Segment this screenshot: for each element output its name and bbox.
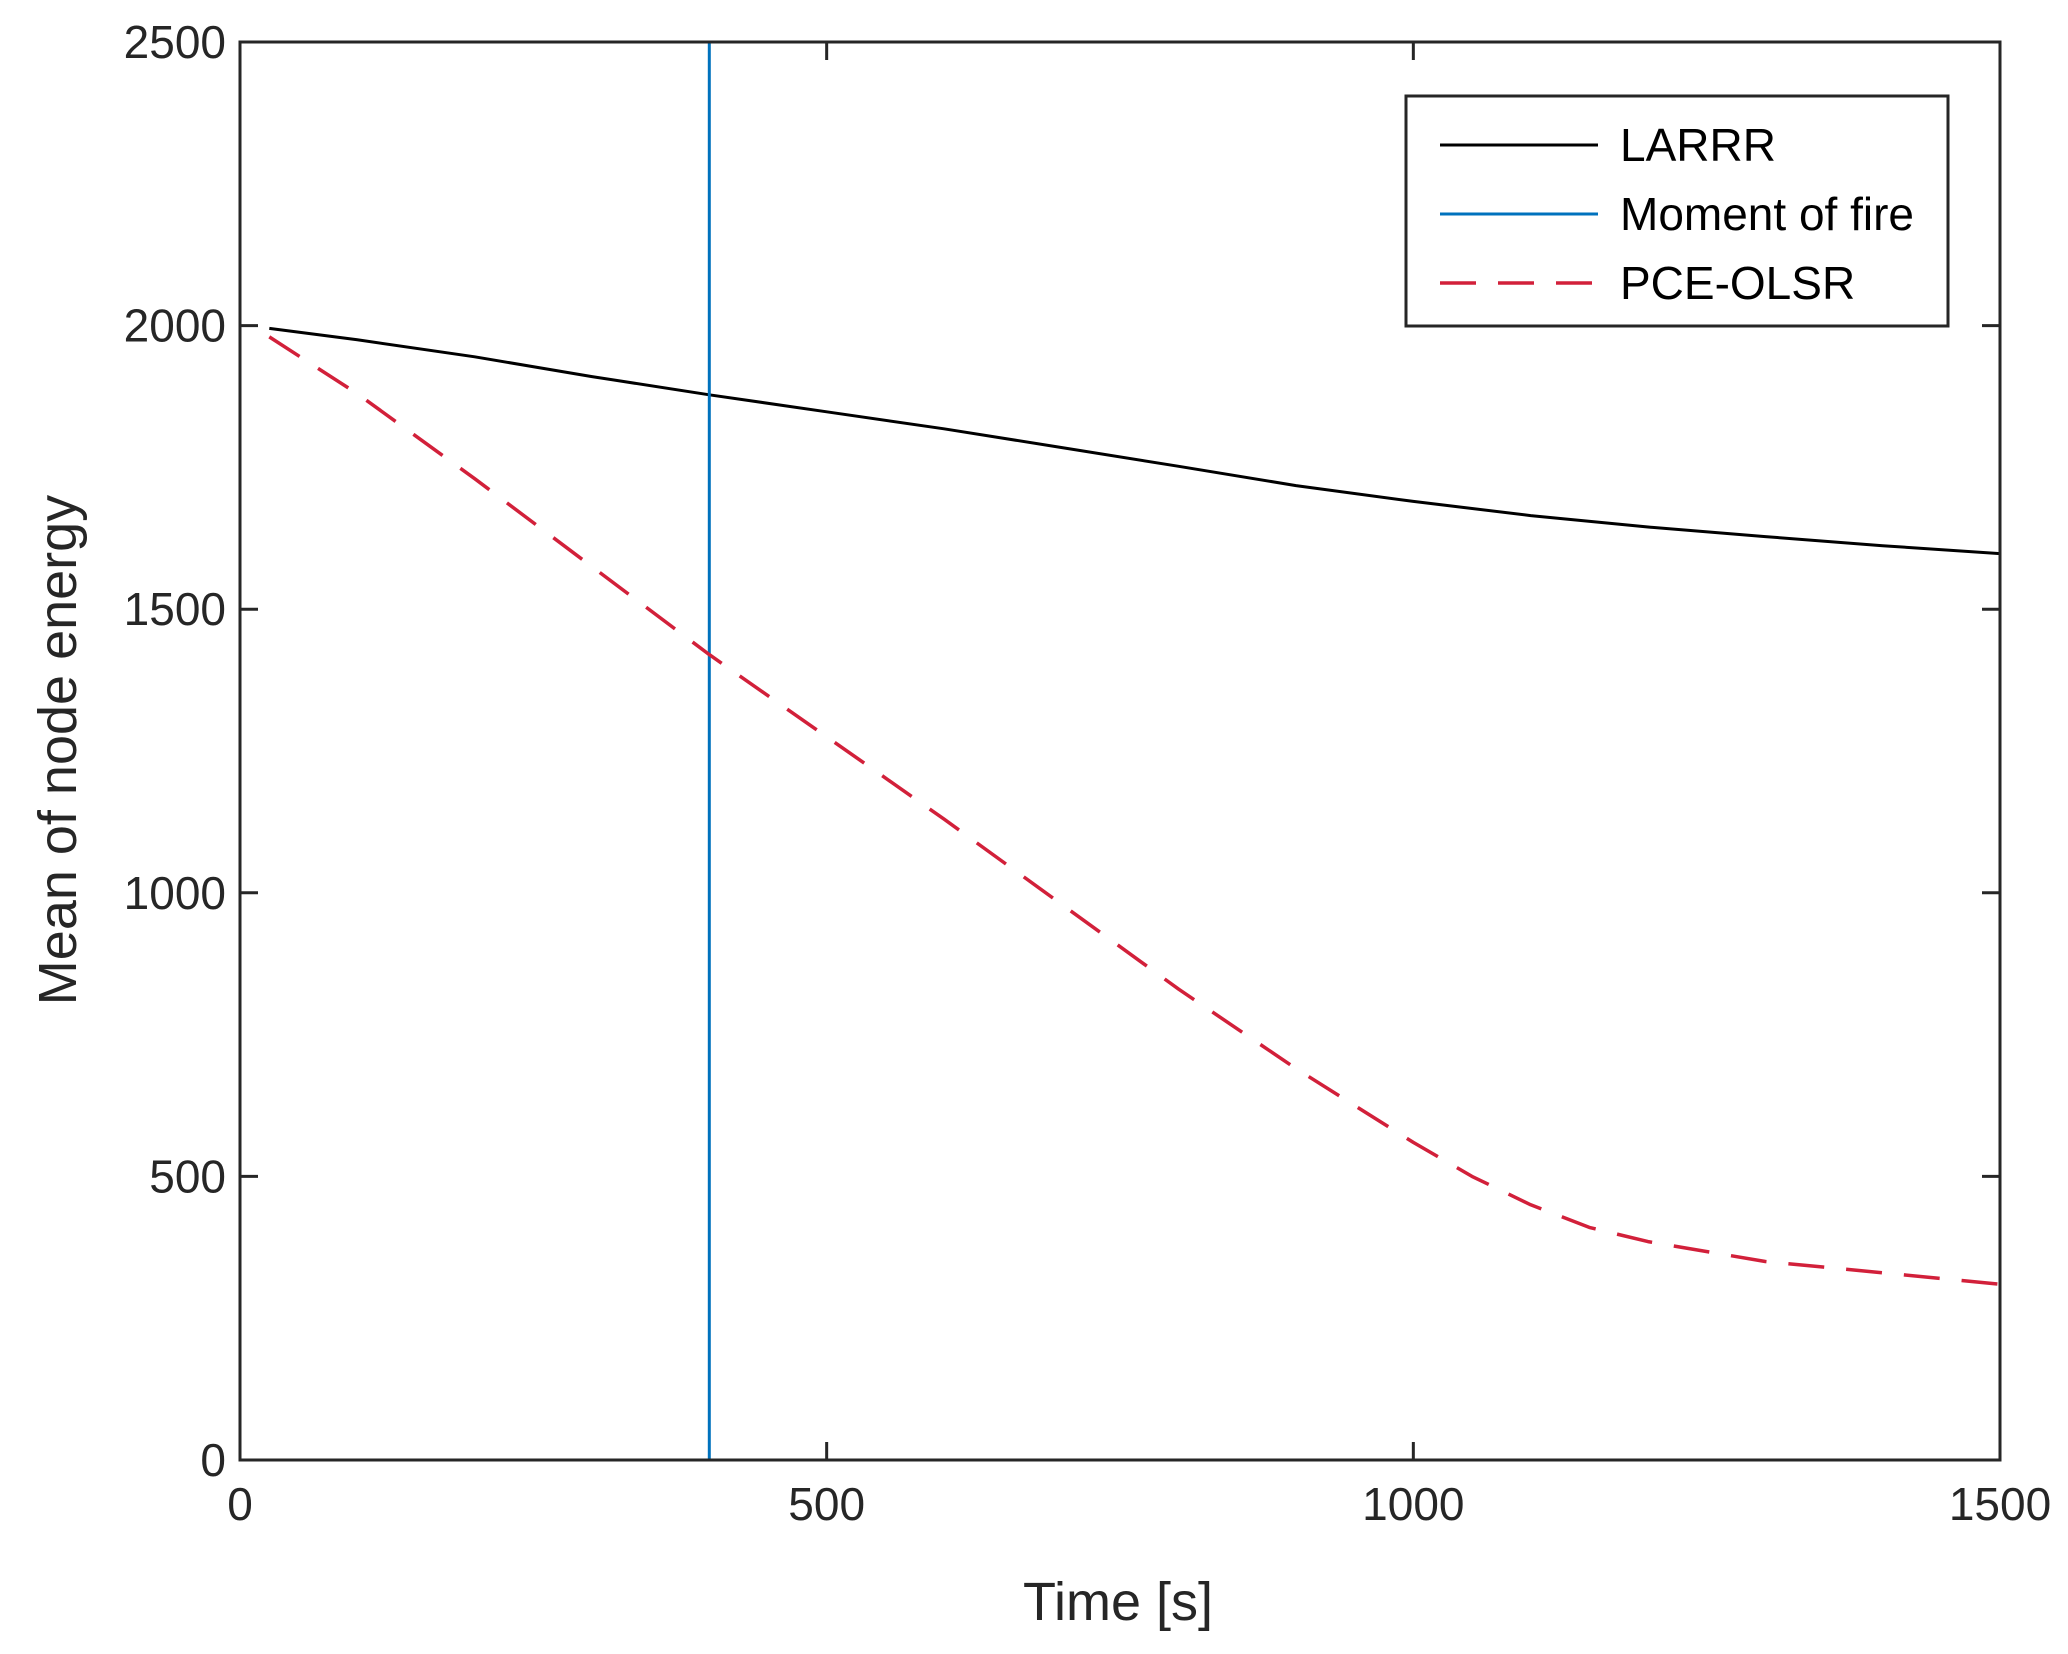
tick-marks bbox=[238, 40, 2002, 1462]
legend-items: LARRR Moment of fire PCE-OLSR bbox=[1440, 119, 1914, 309]
y-tick-label: 0 bbox=[200, 1434, 226, 1486]
x-tick-label: 1500 bbox=[1949, 1478, 2051, 1530]
x-axis-label: Time [s] bbox=[1023, 1572, 1213, 1632]
x-tick-labels: 0 500 1000 1500 bbox=[227, 1478, 2051, 1530]
legend-label: LARRR bbox=[1620, 119, 1776, 171]
y-tick-label: 2000 bbox=[124, 300, 226, 352]
y-tick-label: 1000 bbox=[124, 867, 226, 919]
y-tick-label: 2500 bbox=[124, 16, 226, 68]
legend-label: PCE-OLSR bbox=[1620, 257, 1855, 309]
y-tick-label: 1500 bbox=[124, 583, 226, 635]
legend: LARRR Moment of fire PCE-OLSR bbox=[1404, 94, 1950, 328]
x-tick-label: 0 bbox=[227, 1478, 253, 1530]
legend-box bbox=[1404, 94, 1950, 328]
y-axis-label: Mean of node energy bbox=[28, 495, 88, 1005]
x-tick-label: 1000 bbox=[1362, 1478, 1464, 1530]
series-layer bbox=[268, 42, 2000, 1460]
x-tick-label: 500 bbox=[788, 1478, 865, 1530]
y-tick-labels: 0 500 1000 1500 2000 2500 bbox=[124, 16, 226, 1486]
series-line-larrr bbox=[269, 326, 2000, 556]
series-line-pce-olsr bbox=[268, 335, 2000, 1286]
y-tick-label: 500 bbox=[149, 1150, 226, 1202]
plot-area bbox=[268, 42, 2000, 1460]
axes-box bbox=[238, 40, 2002, 1462]
legend-label: Moment of fire bbox=[1620, 188, 1914, 240]
axes bbox=[238, 40, 2002, 1462]
